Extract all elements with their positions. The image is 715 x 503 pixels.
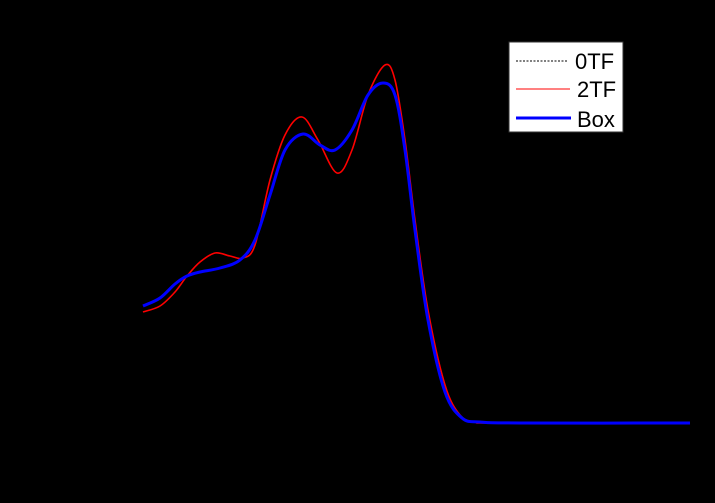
plot-area <box>142 63 691 425</box>
legend: 0TF 2TF Box <box>508 41 624 133</box>
legend-label-0tf: 0TF <box>575 49 614 74</box>
legend-label-2tf: 2TF <box>577 77 616 102</box>
series-box-line <box>142 81 691 425</box>
legend-label-box: Box <box>577 107 615 132</box>
series-2tf-line <box>142 63 691 424</box>
